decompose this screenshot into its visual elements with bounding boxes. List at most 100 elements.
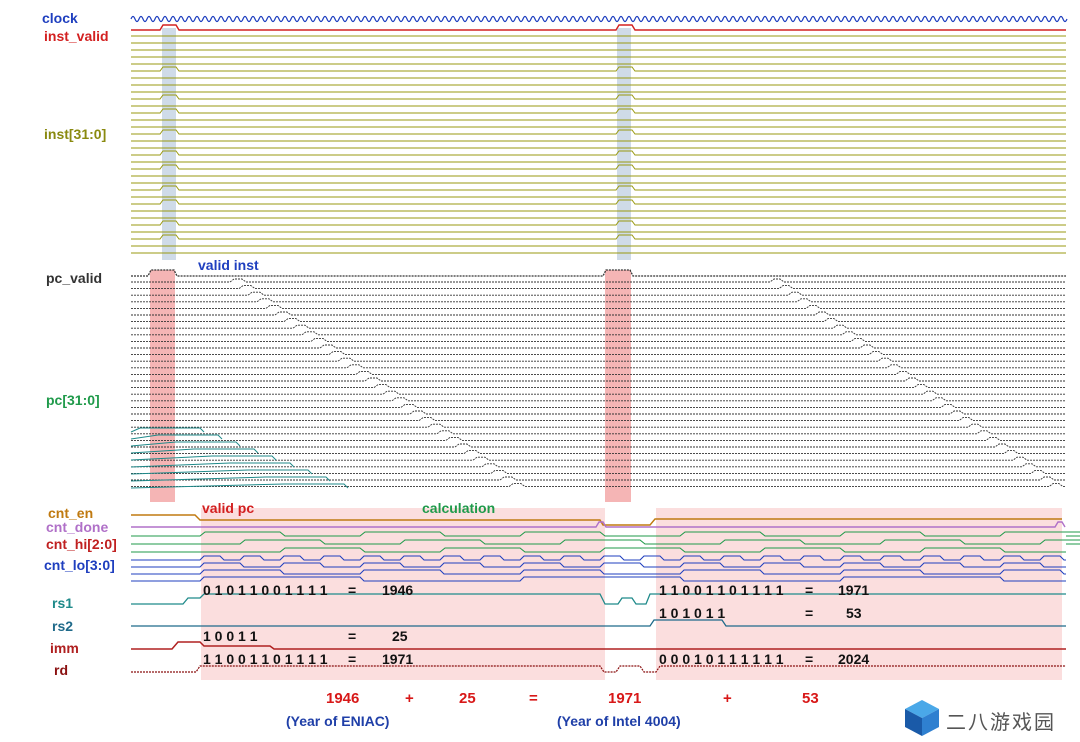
signal-label-imm: imm — [50, 640, 79, 656]
pc-bit-line — [131, 291, 1066, 296]
pc-bit-line — [131, 324, 1066, 329]
signal-label-pc: pc[31:0] — [46, 392, 100, 408]
pc-low-bit-edge — [130, 483, 349, 489]
annotation-valid-inst: valid inst — [198, 257, 259, 273]
signal-label-rd: rd — [54, 662, 68, 678]
signal-label-cnt-done: cnt_done — [46, 519, 109, 535]
inst-bit-line — [131, 220, 1066, 226]
cnt-lo-bit-line — [131, 576, 1066, 582]
pc-bit-line — [131, 337, 1066, 342]
pc-bit-line — [131, 430, 1066, 435]
pc-low-bit-edge — [130, 469, 313, 475]
cnt-lo-bit-line — [131, 569, 1066, 575]
pc-bit-line — [131, 344, 1066, 349]
pc-bit-line — [131, 331, 1066, 336]
pc-bit-line — [131, 417, 1066, 422]
cube-logo-icon — [905, 700, 939, 736]
cnt-hi-bit-line — [131, 539, 1080, 545]
inst-bit-line — [131, 234, 1066, 240]
pc-bit-line — [131, 370, 1066, 375]
rs1-a-bits: 0 1 0 1 1 0 0 1 1 1 1 — [203, 582, 328, 598]
inst-valid-highlight-1 — [162, 28, 176, 260]
pc-bit-line — [131, 318, 1066, 323]
pc-valid-waveform — [131, 269, 1066, 277]
inst-bit-line — [131, 199, 1066, 205]
pc-bit-line — [131, 456, 1066, 461]
inst-bit-line — [131, 94, 1066, 100]
inst-bit-line — [131, 129, 1066, 135]
pc-bit-line — [131, 476, 1066, 481]
rs1-b-bits: 1 1 0 0 1 1 0 1 1 1 1 — [659, 582, 784, 598]
cnt-hi-bit-line — [131, 547, 1066, 553]
pc-bit-line — [131, 311, 1066, 316]
imm-bits: 1 0 0 1 1 — [203, 628, 258, 644]
signal-label-rs2: rs2 — [52, 618, 74, 634]
inst-bit-line — [131, 164, 1066, 170]
rs2-b-eq: = — [805, 605, 814, 621]
pc-low-bit-edge — [130, 448, 259, 454]
pc-bit-line — [131, 285, 1066, 290]
clock-waveform — [130, 15, 1068, 23]
rd-a-bits: 1 1 0 0 1 1 0 1 1 1 1 — [203, 651, 328, 667]
pc-bit-line — [131, 443, 1066, 448]
cnt-lo-bit-line — [131, 555, 1066, 561]
inst-valid-highlight-2 — [617, 28, 631, 260]
rs1-waveform — [131, 593, 1066, 605]
pc-low-bit-edge — [130, 441, 241, 447]
pc-low-bit-edge — [130, 427, 205, 433]
rs1-a-dec: 1946 — [382, 582, 414, 598]
equation-term-25: 25 — [459, 690, 476, 707]
note-year-of-eniac: (Year of ENIAC) — [286, 713, 390, 729]
pc-bit-line — [131, 298, 1066, 303]
rd-a-dec: 1971 — [382, 651, 414, 667]
pc-bit-line — [131, 357, 1066, 362]
cnt-lo-bit-line — [131, 562, 1066, 568]
pc-bit-line — [131, 351, 1066, 356]
pc-bit-line — [131, 483, 1066, 488]
signal-label-cnt-lo: cnt_lo[3:0] — [44, 557, 115, 573]
pc-low-bit-edge — [130, 476, 331, 482]
pc-bit-line — [131, 450, 1066, 455]
imm-waveform — [131, 641, 1066, 650]
pc-bit-line — [131, 364, 1066, 369]
inst-bit-line — [131, 66, 1066, 72]
watermark-logo: 二八游戏园 — [900, 696, 1070, 740]
signal-label-cnt-en: cnt_en — [48, 505, 94, 521]
pc-low-bit-edge — [130, 434, 223, 440]
note-year-of-intel-4004: (Year of Intel 4004) — [557, 713, 681, 729]
signal-label-pc-valid: pc_valid — [46, 270, 103, 286]
signal-label-inst-valid: inst_valid — [44, 28, 109, 44]
cnt-done-waveform — [131, 521, 1066, 528]
pc-bit-line — [131, 384, 1066, 389]
annotation-valid-pc: valid pc — [202, 500, 255, 516]
rd-b-eq: = — [805, 651, 814, 667]
pc-low-bit-edge — [130, 455, 277, 461]
equation-term-1971: 1971 — [608, 690, 642, 707]
pc-bit-line — [131, 469, 1066, 474]
pc-bit-line — [131, 410, 1066, 415]
equation-term-53: 53 — [802, 690, 819, 707]
rs2-waveform — [131, 619, 1066, 627]
rd-b-dec: 2024 — [838, 651, 870, 667]
rd-waveform — [131, 665, 1066, 673]
rs2-b-bits: 1 0 1 0 1 1 — [659, 605, 726, 621]
inst-bit-line — [131, 108, 1066, 114]
pc-low-bit-edge — [130, 462, 295, 468]
pc-bit-line — [131, 436, 1066, 441]
signal-label-cnt-hi: cnt_hi[2:0] — [46, 536, 117, 552]
rs1-b-eq: = — [805, 582, 814, 598]
equation-term-1946: 1946 — [326, 690, 360, 707]
watermark-text: 二八游戏园 — [946, 712, 1056, 734]
rs1-b-dec: 1971 — [838, 582, 870, 598]
pc-bit-line — [131, 304, 1066, 309]
pc-bit-line — [131, 403, 1066, 408]
equation-plus-2: + — [723, 690, 732, 707]
annotation-calculation: calculation — [422, 500, 496, 516]
equation-plus-1: + — [405, 690, 414, 707]
signal-label-rs1: rs1 — [52, 595, 74, 611]
cnt-hi-bit-line — [131, 531, 1080, 537]
inst-valid-waveform — [131, 24, 1066, 31]
imm-eq: = — [348, 628, 357, 644]
signal-label-inst: inst[31:0] — [44, 126, 107, 142]
